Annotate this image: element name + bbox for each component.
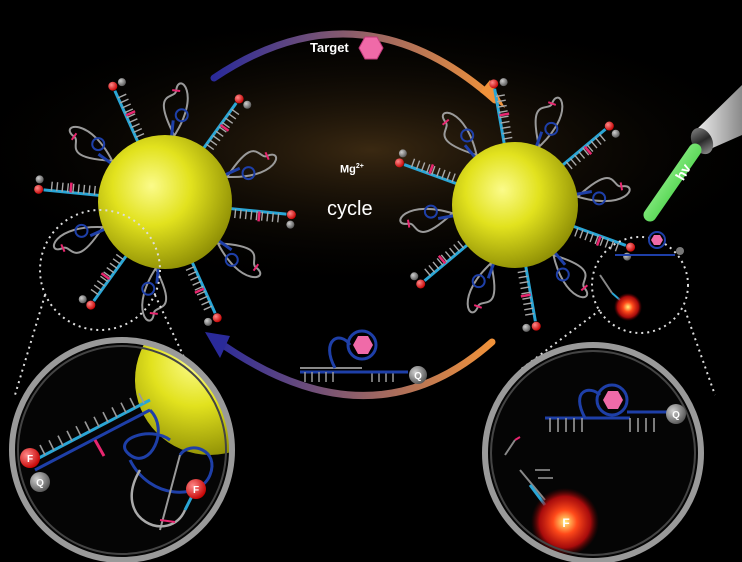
zoom-small-right-content [599, 231, 684, 321]
target-complex-middle [300, 329, 427, 384]
target-label: Target [310, 40, 349, 55]
hexagon-icon [358, 36, 384, 60]
cycle-arrow-bottom [212, 336, 496, 399]
dna-probe [394, 149, 462, 187]
dna-probe [517, 261, 541, 332]
dna-probe [34, 175, 104, 198]
dna-probe [558, 121, 620, 170]
dna-probe [108, 78, 145, 147]
dna-probe [185, 257, 222, 326]
probes-left [34, 78, 296, 326]
cycle-arrow-top [210, 30, 499, 104]
cycle-label: cycle [327, 198, 373, 220]
dna-probe [489, 78, 513, 149]
magnesium-label: Mg2+ [340, 163, 364, 176]
dna-probe [141, 262, 168, 322]
hexagon-icon [353, 336, 373, 354]
magnifier-right: Q F [482, 342, 704, 562]
laser-pointer-icon [643, 85, 742, 222]
quencher-label-left: Q [36, 478, 44, 489]
dna-probe [226, 206, 296, 229]
dna-probe [199, 94, 252, 153]
zoom-region-left [39, 209, 161, 331]
quencher-marker [409, 366, 427, 384]
dna-probe [410, 240, 472, 289]
dna-probe [78, 251, 131, 310]
magnifier-left: F Q F [9, 337, 235, 562]
dna-probe [547, 248, 589, 299]
cycle-arrow-bottom-head [205, 332, 230, 358]
fluorophore-label-left-2: F [193, 485, 199, 496]
quencher-label-middle: Q [414, 371, 422, 382]
probes-right [394, 78, 636, 332]
fluorophore-label-left: F [27, 454, 33, 465]
gold-nanoparticle-left [98, 135, 232, 269]
fluorophore-label-right: F [562, 516, 569, 530]
gold-nanoparticle-right [452, 142, 578, 268]
zoom-region-right [591, 236, 689, 334]
quencher-label-right: Q [672, 410, 680, 421]
